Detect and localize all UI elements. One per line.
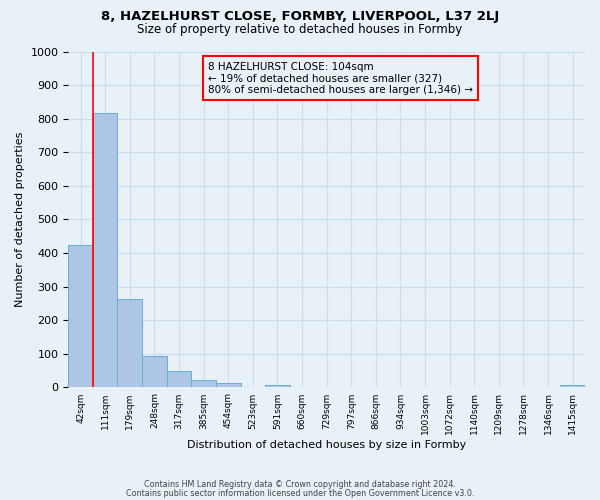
Bar — [191, 380, 216, 388]
Bar — [167, 372, 191, 388]
Bar — [216, 384, 241, 388]
X-axis label: Distribution of detached houses by size in Formby: Distribution of detached houses by size … — [187, 440, 466, 450]
Bar — [68, 244, 93, 388]
Bar — [560, 385, 585, 388]
Y-axis label: Number of detached properties: Number of detached properties — [15, 132, 25, 307]
Bar — [118, 299, 142, 388]
Text: Size of property relative to detached houses in Formby: Size of property relative to detached ho… — [137, 22, 463, 36]
Text: 8, HAZELHURST CLOSE, FORMBY, LIVERPOOL, L37 2LJ: 8, HAZELHURST CLOSE, FORMBY, LIVERPOOL, … — [101, 10, 499, 23]
Bar — [93, 112, 118, 388]
Text: Contains HM Land Registry data © Crown copyright and database right 2024.: Contains HM Land Registry data © Crown c… — [144, 480, 456, 489]
Bar — [142, 356, 167, 388]
Text: Contains public sector information licensed under the Open Government Licence v3: Contains public sector information licen… — [126, 488, 474, 498]
Bar — [265, 385, 290, 388]
Text: 8 HAZELHURST CLOSE: 104sqm
← 19% of detached houses are smaller (327)
80% of sem: 8 HAZELHURST CLOSE: 104sqm ← 19% of deta… — [208, 62, 473, 95]
